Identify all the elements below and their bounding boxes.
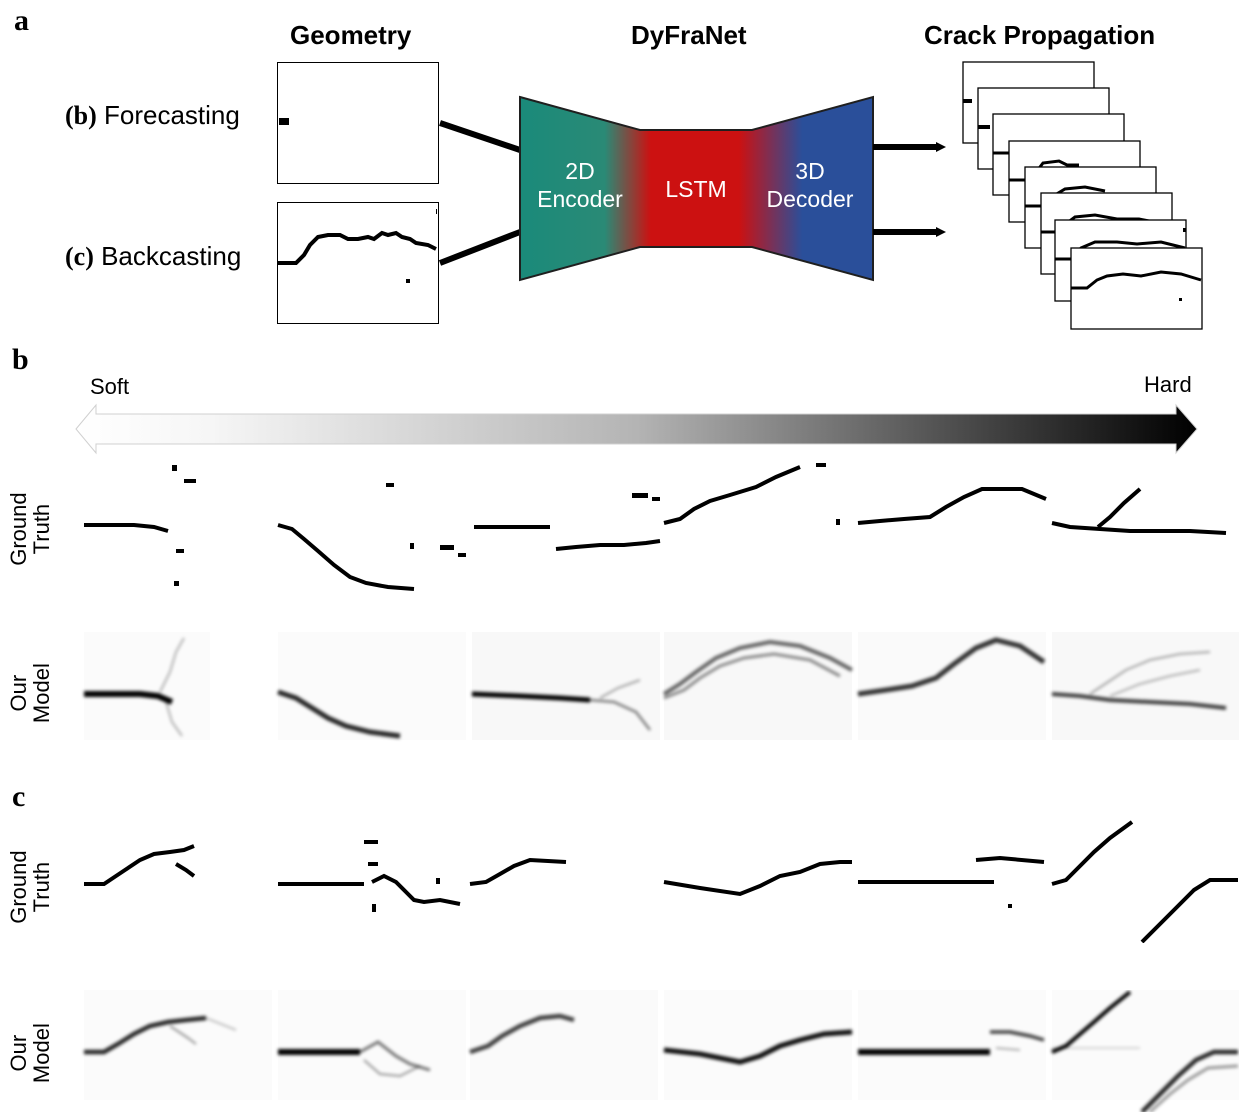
soft-label: Soft: [90, 374, 130, 399]
panel-label-c: c: [12, 780, 26, 813]
backcasting-label: (c) Backcasting: [65, 243, 241, 270]
decoder-line2: Decoder: [766, 185, 854, 212]
lstm-label: LSTM: [665, 176, 727, 202]
crack-propagation-stack: [962, 61, 1203, 330]
backcasting-crack-path: [278, 209, 437, 283]
forecasting-connector: [439, 120, 521, 153]
geometry-title: Geometry: [290, 20, 412, 50]
decoder-label: 3D Decoder: [756, 158, 864, 213]
encoder-line1: 2D: [565, 158, 595, 184]
backcasting-text: Backcasting: [101, 241, 242, 271]
forecasting-crack-seed: [279, 118, 289, 125]
panel-b-model: [84, 632, 1239, 740]
difficulty-arrow: [75, 403, 1198, 455]
decoder-line1: 3D: [795, 158, 825, 184]
backcasting-connector: [438, 229, 522, 266]
network-body: [519, 95, 874, 282]
forecasting-text: Forecasting: [104, 100, 240, 130]
forecasting-prefix: (b): [65, 101, 97, 130]
output-title: Crack Propagation: [924, 20, 1156, 50]
network-diagram: [438, 95, 946, 282]
forecasting-label: (b) Forecasting: [65, 102, 240, 129]
panel-label-a: a: [14, 4, 29, 37]
forecasting-geometry-box: [277, 62, 439, 184]
panel-b-ground-truth: [84, 463, 1227, 591]
encoder-line2: Encoder: [537, 185, 623, 212]
panel-c-ground-truth: [84, 820, 1238, 943]
hard-label: Hard: [1144, 372, 1192, 397]
backcasting-prefix: (c): [65, 242, 94, 271]
panel-label-b: b: [12, 343, 29, 376]
backcasting-geometry-box: [277, 202, 439, 324]
encoder-label: 2D Encoder: [528, 158, 632, 213]
panel-c-model: [84, 990, 1239, 1112]
network-title: DyFraNet: [631, 20, 747, 50]
